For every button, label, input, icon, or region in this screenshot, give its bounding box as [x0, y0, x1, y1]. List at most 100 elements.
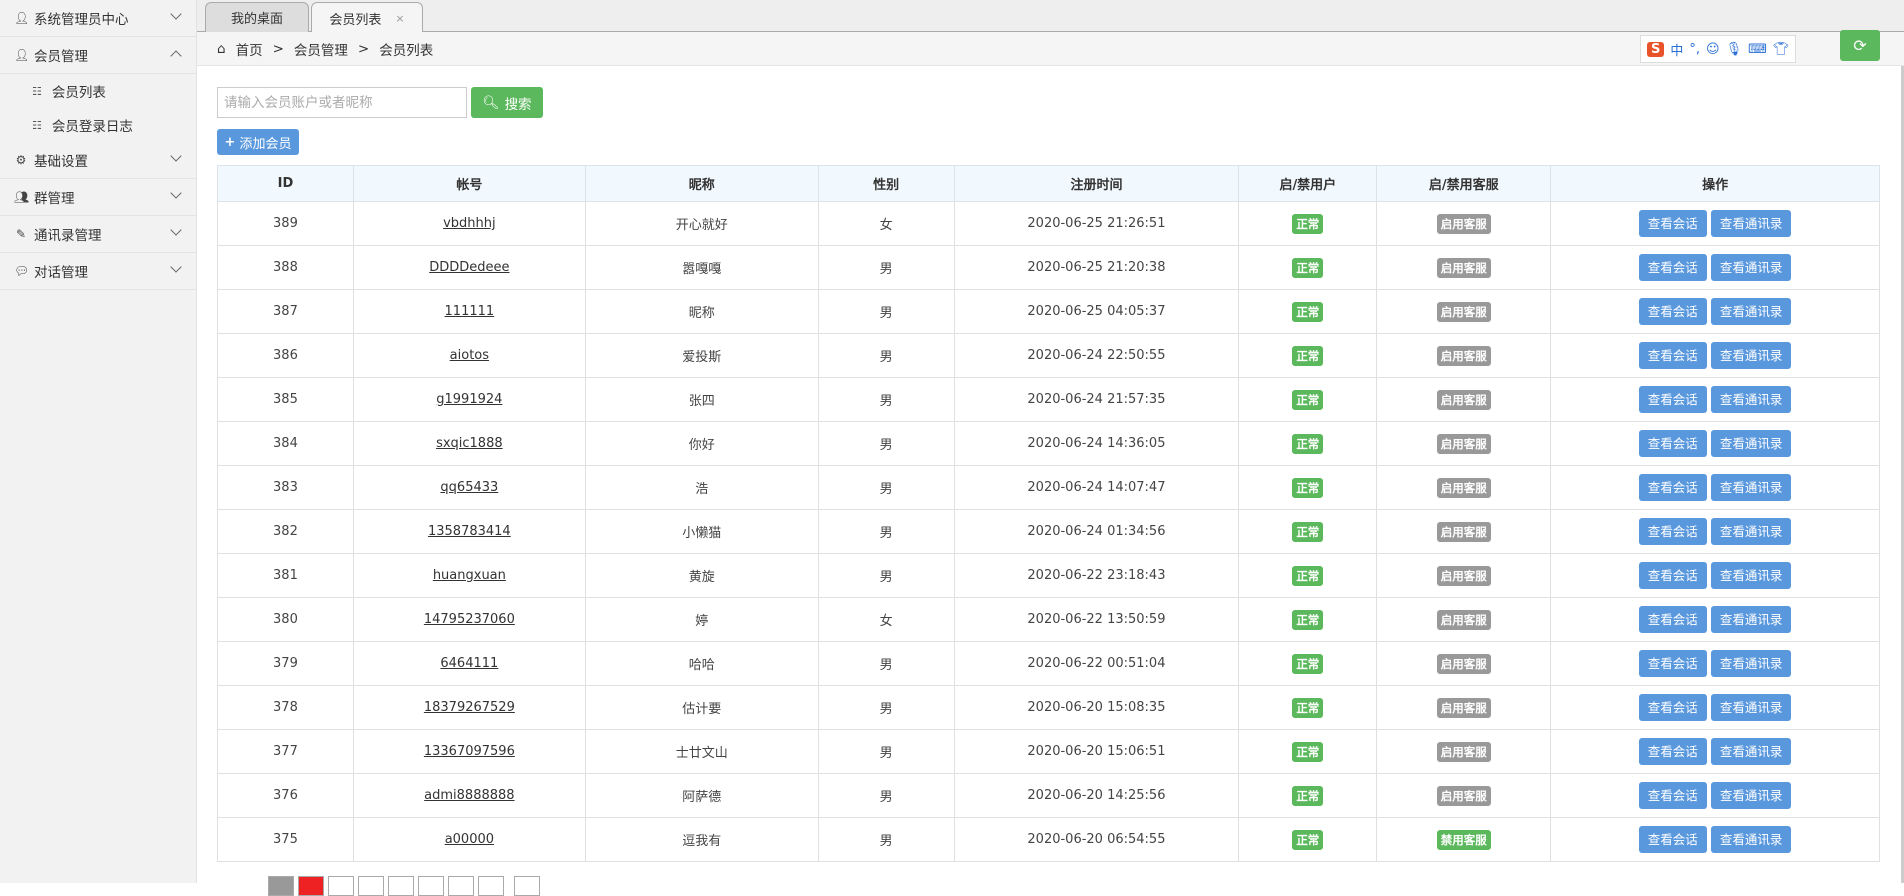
sidebar-item[interactable]: 👤︎ 会员管理: [0, 37, 196, 74]
user-status-badge[interactable]: 正常: [1292, 521, 1324, 542]
user-status-badge[interactable]: 正常: [1292, 829, 1324, 850]
view-conversation-button[interactable]: 查看会话: [1638, 210, 1707, 237]
user-status-badge[interactable]: 正常: [1292, 433, 1324, 454]
view-conversation-button[interactable]: 查看会话: [1638, 430, 1707, 457]
view-contacts-button[interactable]: 查看通讯录: [1710, 342, 1792, 369]
user-status-badge[interactable]: 正常: [1292, 785, 1324, 806]
user-status-badge[interactable]: 正常: [1292, 653, 1324, 674]
user-status-badge[interactable]: 正常: [1292, 301, 1324, 322]
sidebar-item[interactable]: 👤︎ 系统管理员中心: [0, 0, 196, 37]
view-contacts-button[interactable]: 查看通讯录: [1710, 254, 1792, 281]
ime-logo[interactable]: S: [1647, 41, 1665, 57]
service-toggle-badge[interactable]: 启用客服: [1436, 433, 1491, 454]
view-conversation-button[interactable]: 查看会话: [1638, 782, 1707, 809]
account-link[interactable]: 1358783414: [427, 524, 511, 539]
service-toggle-badge[interactable]: 启用客服: [1436, 697, 1491, 718]
keyboard-icon[interactable]: ⌨: [1748, 41, 1767, 57]
sidebar-subitem[interactable]: ☷ 会员列表: [0, 74, 196, 108]
service-toggle-badge[interactable]: 启用客服: [1436, 785, 1491, 806]
account-link[interactable]: aiotos: [449, 348, 490, 363]
service-toggle-badge[interactable]: 启用客服: [1436, 389, 1491, 410]
refresh-button[interactable]: ⟳: [1840, 30, 1880, 61]
sidebar-item[interactable]: ✎ 通讯录管理: [0, 216, 196, 253]
view-conversation-button[interactable]: 查看会话: [1638, 254, 1707, 281]
user-status-badge[interactable]: 正常: [1292, 213, 1324, 234]
close-icon[interactable]: ×: [395, 11, 405, 25]
tab-desktop[interactable]: 我的桌面: [205, 2, 309, 32]
service-toggle-badge[interactable]: 启用客服: [1436, 741, 1491, 762]
user-status-badge[interactable]: 正常: [1292, 389, 1324, 410]
breadcrumb-member-manage[interactable]: 会员管理: [293, 42, 348, 59]
account-link[interactable]: 111111: [444, 304, 495, 319]
page-button[interactable]: [448, 876, 474, 896]
service-toggle-badge[interactable]: 禁用客服: [1436, 829, 1491, 850]
page-button[interactable]: [418, 876, 444, 896]
search-input[interactable]: [217, 87, 467, 118]
scrollbar[interactable]: [1901, 66, 1904, 883]
sidebar-item[interactable]: 💬︎ 对话管理: [0, 253, 196, 290]
account-link[interactable]: qq65433: [440, 480, 499, 495]
search-button[interactable]: 🔍︎ 搜索: [471, 87, 543, 118]
user-status-badge[interactable]: 正常: [1292, 741, 1324, 762]
user-status-badge[interactable]: 正常: [1292, 565, 1324, 586]
service-toggle-badge[interactable]: 启用客服: [1436, 521, 1491, 542]
account-link[interactable]: a00000: [444, 832, 495, 847]
view-contacts-button[interactable]: 查看通讯录: [1710, 474, 1792, 501]
ime-mode[interactable]: 中: [1670, 43, 1684, 59]
account-link[interactable]: 13367097596: [423, 744, 515, 759]
account-link[interactable]: g1991924: [436, 392, 503, 407]
sidebar-item[interactable]: ⚙ 基础设置: [0, 142, 196, 179]
view-conversation-button[interactable]: 查看会话: [1638, 694, 1707, 721]
user-status-badge[interactable]: 正常: [1292, 609, 1324, 630]
view-contacts-button[interactable]: 查看通讯录: [1710, 518, 1792, 545]
view-conversation-button[interactable]: 查看会话: [1638, 826, 1707, 853]
sidebar-subitem[interactable]: ☷ 会员登录日志: [0, 108, 196, 142]
shirt-icon[interactable]: 👕︎: [1772, 41, 1790, 57]
service-toggle-badge[interactable]: 启用客服: [1436, 345, 1491, 366]
view-conversation-button[interactable]: 查看会话: [1638, 386, 1707, 413]
service-toggle-badge[interactable]: 启用客服: [1436, 653, 1491, 674]
user-status-badge[interactable]: 正常: [1292, 345, 1324, 366]
page-button[interactable]: [388, 876, 414, 896]
page-button-current[interactable]: [298, 876, 324, 896]
account-link[interactable]: 14795237060: [423, 612, 515, 627]
mic-icon[interactable]: 🎙︎: [1725, 41, 1743, 57]
page-button[interactable]: [514, 876, 540, 896]
view-conversation-button[interactable]: 查看会话: [1638, 342, 1707, 369]
view-contacts-button[interactable]: 查看通讯录: [1710, 210, 1792, 237]
view-contacts-button[interactable]: 查看通讯录: [1710, 298, 1792, 325]
breadcrumb-home[interactable]: 首页: [235, 42, 263, 59]
page-button[interactable]: [268, 876, 294, 896]
view-contacts-button[interactable]: 查看通讯录: [1710, 562, 1792, 589]
page-button[interactable]: [478, 876, 504, 896]
account-link[interactable]: admi8888888: [424, 788, 515, 803]
tab-member-list[interactable]: 会员列表 ×: [311, 2, 423, 33]
view-conversation-button[interactable]: 查看会话: [1638, 738, 1707, 765]
emoji-icon[interactable]: ☺: [1706, 41, 1720, 57]
view-conversation-button[interactable]: 查看会话: [1638, 518, 1707, 545]
service-toggle-badge[interactable]: 启用客服: [1436, 213, 1491, 234]
account-link[interactable]: 18379267529: [423, 700, 515, 715]
page-button[interactable]: [358, 876, 384, 896]
view-contacts-button[interactable]: 查看通讯录: [1710, 386, 1792, 413]
view-conversation-button[interactable]: 查看会话: [1638, 298, 1707, 325]
view-contacts-button[interactable]: 查看通讯录: [1710, 782, 1792, 809]
service-toggle-badge[interactable]: 启用客服: [1436, 477, 1491, 498]
view-conversation-button[interactable]: 查看会话: [1638, 606, 1707, 633]
view-contacts-button[interactable]: 查看通讯录: [1710, 606, 1792, 633]
view-conversation-button[interactable]: 查看会话: [1638, 562, 1707, 589]
page-button[interactable]: [328, 876, 354, 896]
service-toggle-badge[interactable]: 启用客服: [1436, 301, 1491, 322]
user-status-badge[interactable]: 正常: [1292, 477, 1324, 498]
ime-toolbar[interactable]: S 中 °, ☺ 🎙︎ ⌨ 👕︎: [1640, 35, 1797, 63]
view-contacts-button[interactable]: 查看通讯录: [1710, 694, 1792, 721]
account-link[interactable]: vbdhhhj: [443, 216, 496, 231]
add-member-button[interactable]: + 添加会员: [217, 129, 299, 155]
service-toggle-badge[interactable]: 启用客服: [1436, 257, 1491, 278]
account-link[interactable]: DDDDedeee: [429, 260, 510, 275]
account-link[interactable]: sxqic1888: [436, 436, 503, 451]
user-status-badge[interactable]: 正常: [1292, 257, 1324, 278]
account-link[interactable]: huangxuan: [432, 568, 506, 583]
account-link[interactable]: 6464111: [440, 656, 499, 671]
sidebar-item[interactable]: 👥︎ 群管理: [0, 179, 196, 216]
